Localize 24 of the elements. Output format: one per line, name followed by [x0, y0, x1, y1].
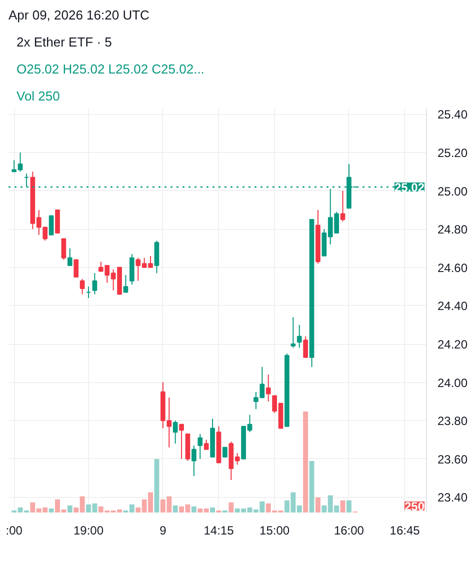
y-tick-label: 25.40: [438, 108, 468, 122]
y-tick-label: 24.40: [438, 299, 468, 314]
x-tick-label: 16:45: [390, 524, 420, 538]
text: Vol 250: [16, 88, 60, 104]
x-tick-label: 14:15: [204, 524, 234, 538]
x-tick-label: :00: [6, 524, 23, 538]
annotation: 250: [404, 500, 425, 514]
y-tick-label: 25.00: [438, 184, 468, 198]
chart-subtitle: Apr 09, 2026 16:20 UTC: [8, 8, 150, 22]
y-tick-label: 23.40: [438, 490, 468, 505]
chart-title: 2x Ether ETF · 5: [16, 34, 112, 50]
x-tick-label: 15:00: [260, 524, 290, 538]
y-tick-label: 24.80: [438, 222, 468, 237]
ref-line-label: 25.02: [394, 180, 425, 194]
x-tick-label: 19:00: [73, 524, 104, 538]
x-tick-label: 9: [160, 524, 167, 538]
y-tick-label: 25.20: [438, 146, 468, 160]
text: O25.02 H25.02 L25.02 C25.02...: [16, 62, 204, 76]
x-tick-label: 16:00: [334, 524, 364, 538]
y-tick-label: 24.00: [438, 376, 468, 390]
y-tick-label: 23.60: [438, 452, 468, 466]
y-tick-label: 24.20: [438, 338, 468, 352]
y-tick-label: 23.80: [438, 414, 468, 428]
y-tick-label: 24.60: [438, 260, 468, 275]
